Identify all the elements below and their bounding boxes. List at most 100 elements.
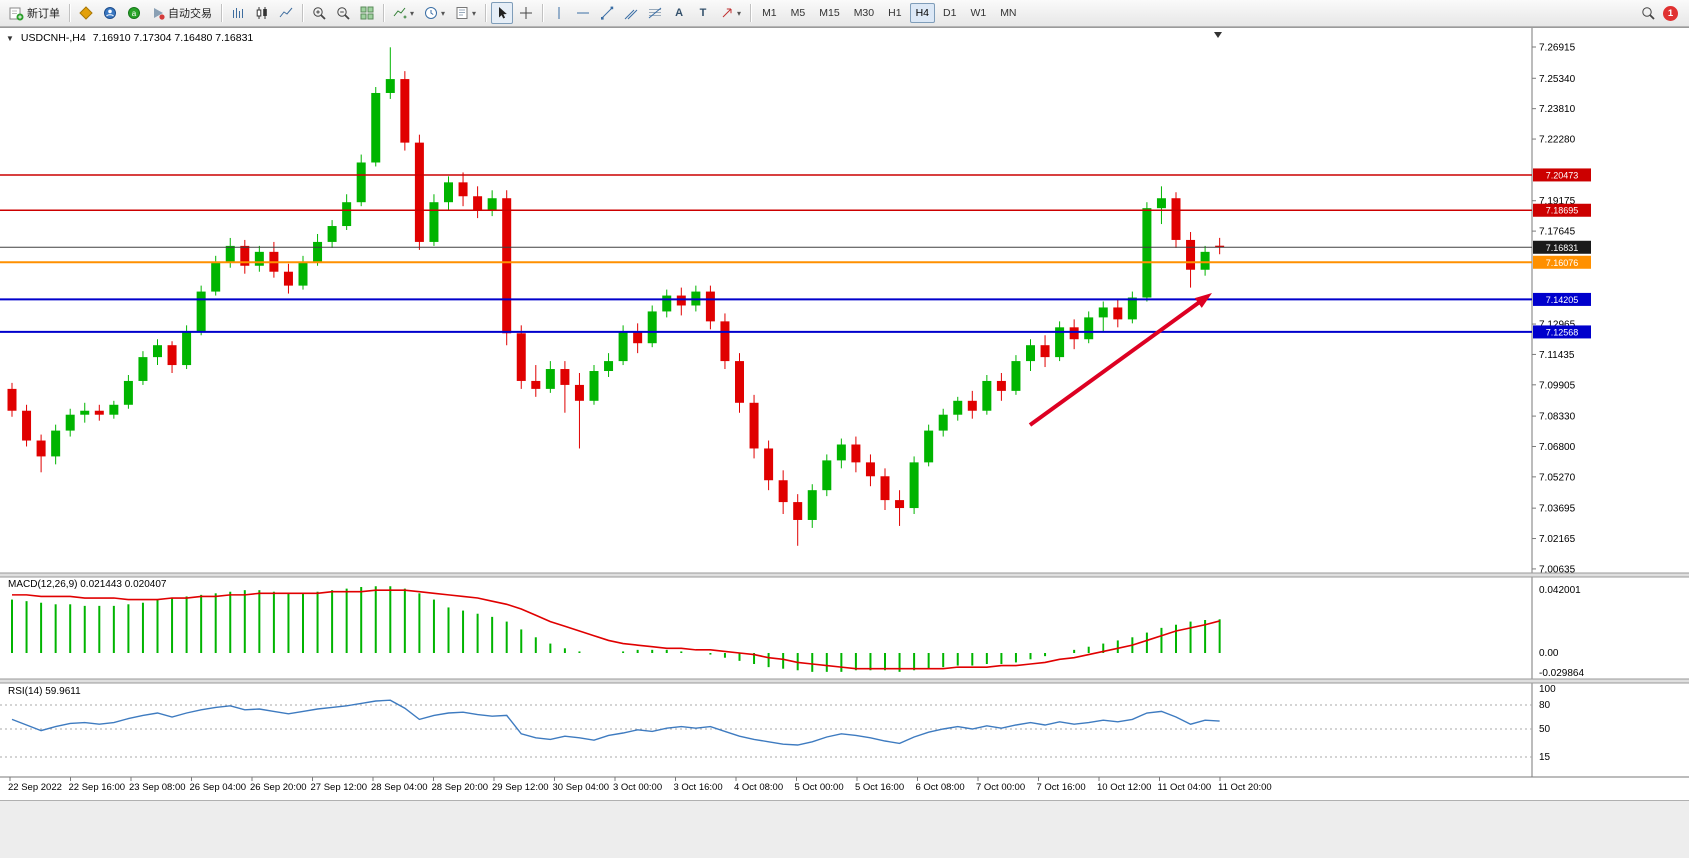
timeframe-mn-button[interactable]: MN (1000, 7, 1017, 19)
candle (254, 245, 264, 272)
rsi-axis-label: 50 (1539, 724, 1551, 735)
zoom-in-icon (312, 6, 326, 20)
candle (749, 394, 759, 459)
candle (414, 134, 424, 250)
channel-tool-button[interactable] (620, 2, 642, 24)
panel-separator[interactable] (0, 573, 1689, 577)
cursor-tool-button[interactable] (491, 2, 514, 24)
data-window-button[interactable] (75, 2, 97, 24)
candle (851, 436, 861, 473)
candle (764, 440, 774, 491)
time-axis-label: 22 Sep 16:00 (69, 782, 126, 793)
timeframe-m1-button[interactable]: M1 (762, 7, 777, 19)
text-tool-button[interactable]: A (668, 2, 690, 24)
rsi-axis-label: 100 (1539, 684, 1556, 695)
price-tick-label: 7.19175 (1539, 196, 1576, 207)
candle (22, 404, 32, 447)
candle (895, 490, 905, 526)
candle (36, 434, 46, 473)
zoom-out-button[interactable] (332, 2, 354, 24)
notification-badge[interactable]: 1 (1663, 5, 1678, 21)
dropdown-caret-icon: ▾ (472, 8, 477, 18)
horizontal-levels[interactable]: 7.20473 7.18695 7.16831 7.16076 7.14205 7.125… (0, 168, 1591, 339)
candle (342, 194, 352, 231)
candle (400, 71, 410, 151)
data-window-icon (79, 6, 93, 20)
candle (560, 361, 570, 413)
timeframe-h1-button[interactable]: H1 (888, 7, 902, 19)
price-tag-label: 7.20473 (1546, 170, 1579, 180)
toolbar-separator (383, 4, 384, 22)
timeframe-m5-button[interactable]: M5 (790, 7, 806, 19)
search-button[interactable] (1637, 2, 1659, 24)
trendline-tool-button[interactable] (596, 2, 618, 24)
candle (1011, 355, 1021, 395)
candle (487, 190, 497, 217)
rsi-axis-label: 15 (1539, 752, 1551, 763)
candle (1186, 231, 1196, 288)
arrows-tool-icon (720, 6, 734, 20)
candle (458, 172, 468, 207)
zoom-in-button[interactable] (308, 2, 330, 24)
horizontal-line-tool-button[interactable] (572, 2, 594, 24)
candle (909, 456, 919, 515)
label-tool-button[interactable]: T (692, 2, 714, 24)
main-toolbar: 新订单 a 自动交易 (0, 0, 1689, 27)
trend-arrow[interactable] (1028, 293, 1212, 427)
timeframe-w1-button[interactable]: W1 (970, 7, 987, 19)
price-tick-label: 7.02165 (1539, 534, 1576, 545)
candle (444, 176, 453, 211)
rsi-axis-label: 80 (1539, 700, 1551, 711)
timeframe-m30-button[interactable]: M30 (853, 7, 875, 19)
crosshair-tool-button[interactable] (515, 2, 537, 24)
line-chart-icon (279, 6, 293, 20)
candle (473, 186, 483, 219)
candle (429, 194, 439, 246)
chart-header: ▼ USDCNH-,H4 7.16910 7.17304 7.16480 7.1… (6, 32, 253, 44)
candle (298, 255, 308, 290)
dropdown-caret-icon: ▾ (410, 8, 415, 18)
line-chart-button[interactable] (275, 2, 297, 24)
periods-dropdown-button[interactable]: ▾ (420, 2, 449, 24)
candle (123, 374, 133, 409)
candle (938, 408, 948, 437)
time-axis-label: 28 Sep 04:00 (371, 782, 428, 793)
price-tag (1533, 240, 1591, 254)
timeframe-d1-button[interactable]: D1 (943, 7, 957, 19)
vertical-line-tool-button[interactable] (548, 2, 570, 24)
time-axis: 22 Sep 2022 22 Sep 16:00 23 Sep 08:00 26 Se… (0, 776, 1689, 793)
candle (953, 396, 963, 421)
autotrading-button[interactable]: 自动交易 (147, 2, 216, 24)
candle (502, 190, 512, 346)
time-axis-label: 5 Oct 16:00 (855, 782, 904, 793)
text-tool-icon: A (675, 7, 684, 19)
rsi-indicator-label: RSI(14) 59.9611 (8, 686, 81, 697)
macd-signal-line (12, 589, 1220, 670)
arrows-tool-button[interactable]: ▾ (716, 2, 745, 24)
timeframe-m15-button[interactable]: M15 (819, 7, 840, 19)
community-button[interactable]: a (123, 2, 145, 24)
candlestick-chart-button[interactable] (251, 2, 273, 24)
timeframe-h4-button[interactable]: H4 (909, 3, 935, 23)
new-order-button[interactable]: 新订单 (5, 2, 64, 24)
templates-dropdown-button[interactable]: ▾ (451, 2, 480, 24)
tile-windows-button[interactable] (356, 2, 378, 24)
candle (1127, 291, 1137, 324)
panel-separator[interactable] (0, 679, 1689, 683)
price-tag (1533, 203, 1591, 217)
macd-panel: 0.042001 0.00 -0.029864 (11, 585, 1584, 679)
dropdown-caret-icon: ▾ (441, 8, 446, 18)
time-axis-label: 29 Sep 12:00 (492, 782, 549, 793)
fibonacci-tool-button[interactable] (644, 2, 666, 24)
candle (94, 404, 104, 421)
bar-chart-button[interactable] (227, 2, 249, 24)
indicators-dropdown-button[interactable]: ▾ (389, 2, 418, 24)
candle (1098, 301, 1108, 332)
search-icon (1641, 6, 1655, 20)
navigator-button[interactable] (99, 2, 121, 24)
candle (982, 374, 992, 415)
chart-shift-marker[interactable] (1214, 32, 1222, 38)
toolbar-separator (302, 4, 303, 22)
chart-canvas[interactable]: 7.26915 7.25340 7.23810 7.22280 7.19175 7.176… (0, 28, 1689, 801)
price-tick-label: 7.22280 (1539, 135, 1576, 146)
